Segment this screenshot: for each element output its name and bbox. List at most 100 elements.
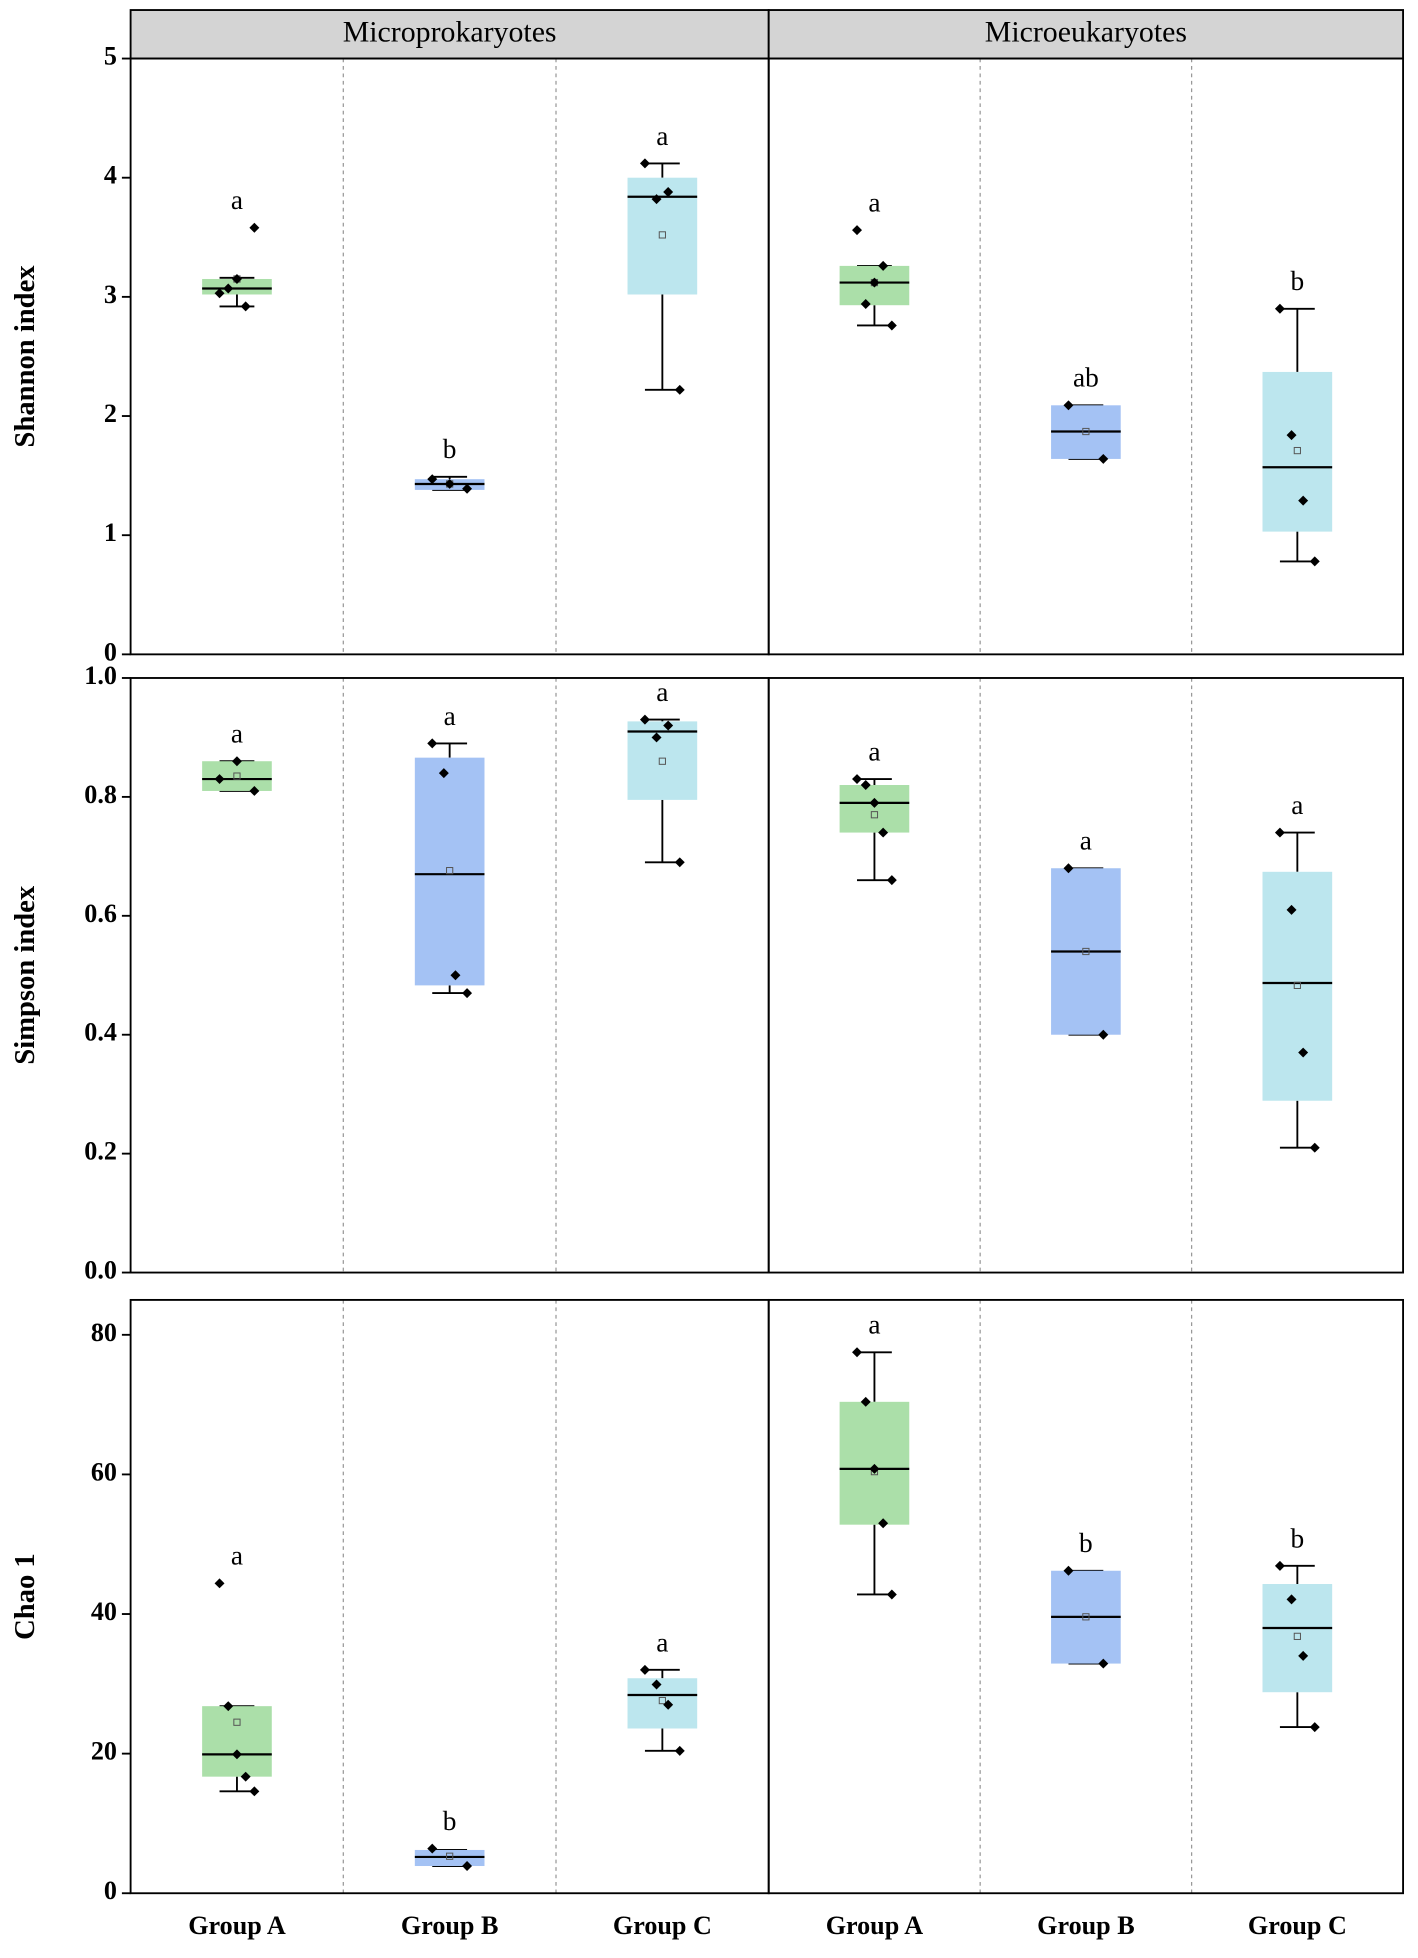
- significance-label: ab: [1073, 363, 1099, 393]
- data-point: [869, 277, 880, 288]
- data-point: [1098, 1029, 1109, 1040]
- y-axis-label: Simpson index: [10, 885, 41, 1064]
- data-point: [1309, 1722, 1320, 1733]
- data-point: [674, 1745, 685, 1756]
- panel-frame: [767, 57, 1405, 656]
- data-point: [214, 774, 225, 785]
- data-point: [852, 225, 862, 236]
- significance-label: b: [443, 434, 457, 464]
- data-point: [663, 1699, 674, 1710]
- mean: [1293, 446, 1301, 455]
- mean: [1082, 947, 1090, 956]
- data-point: [886, 320, 897, 331]
- significance-label: a: [868, 1310, 880, 1340]
- mean: [1082, 427, 1090, 436]
- y-tick-label: 4: [104, 161, 117, 190]
- data-point: [427, 1843, 438, 1854]
- y-tick-label: 0.8: [84, 780, 117, 809]
- significance-label: b: [1079, 1528, 1093, 1558]
- data-point: [852, 774, 862, 785]
- y-tick-label: 0.6: [84, 899, 117, 928]
- data-point: [869, 797, 880, 808]
- y-tick-label: 0.4: [84, 1018, 117, 1047]
- significance-label: b: [1291, 266, 1305, 296]
- data-point: [651, 732, 662, 743]
- significance-label: a: [656, 121, 668, 151]
- data-point: [1098, 453, 1109, 464]
- mean: [658, 231, 666, 239]
- y-tick-label: 0.2: [84, 1137, 117, 1166]
- data-point: [231, 1749, 242, 1760]
- data-point: [427, 738, 438, 749]
- data-point: [886, 1589, 897, 1600]
- mean: [1293, 1632, 1301, 1640]
- data-point: [860, 780, 871, 790]
- data-point: [1063, 863, 1074, 874]
- data-point: [1274, 1560, 1285, 1571]
- box: [202, 1706, 272, 1777]
- significance-label: a: [1080, 826, 1092, 856]
- data-point: [214, 288, 225, 299]
- y-tick-label: 0.0: [84, 1256, 117, 1285]
- significance-label: a: [231, 185, 243, 215]
- significance-label: b: [1291, 1523, 1305, 1553]
- y-tick-label: 40: [91, 1597, 117, 1626]
- mean: [1082, 1613, 1090, 1621]
- y-axis-label: Chao 1: [10, 1553, 41, 1640]
- data-point: [674, 384, 685, 395]
- data-point: [878, 1518, 889, 1529]
- mean: [658, 757, 666, 765]
- data-point: [651, 194, 662, 205]
- data-point: [249, 222, 260, 233]
- box: [1262, 871, 1333, 1101]
- mean: [1293, 981, 1301, 989]
- x-tick-label: Group A: [188, 1911, 286, 1940]
- data-point: [249, 785, 260, 796]
- y-tick-label: 1: [104, 518, 117, 547]
- significance-label: a: [231, 1541, 243, 1571]
- data-point: [1063, 400, 1074, 411]
- data-point: [249, 1786, 260, 1797]
- data-point: [886, 875, 897, 886]
- data-point: [438, 768, 449, 779]
- y-tick-label: 60: [91, 1457, 117, 1486]
- data-point: [1063, 1565, 1074, 1576]
- x-tick-label: Group B: [401, 1911, 498, 1940]
- data-point: [1298, 495, 1309, 506]
- data-point: [869, 1463, 880, 1474]
- x-tick-label: Group C: [613, 1911, 712, 1940]
- panel-frame: [129, 57, 770, 656]
- significance-label: a: [444, 701, 456, 731]
- significance-label: a: [868, 736, 880, 766]
- mean: [233, 1718, 241, 1726]
- data-point: [462, 483, 473, 494]
- y-tick-label: 5: [104, 42, 117, 71]
- panel-title: Microeukaryotes: [985, 16, 1187, 49]
- y-tick-label: 80: [91, 1318, 117, 1347]
- panel-frame: [767, 677, 1405, 1274]
- mean: [233, 772, 241, 780]
- significance-label: a: [656, 1627, 668, 1657]
- data-point: [674, 857, 685, 868]
- box: [839, 1401, 910, 1525]
- y-tick-label: 3: [104, 280, 117, 309]
- data-point: [639, 158, 650, 169]
- box: [627, 177, 698, 295]
- y-tick-label: 20: [91, 1737, 117, 1766]
- panel-header: [129, 9, 770, 60]
- data-point: [462, 988, 473, 999]
- x-tick-label: Group A: [826, 1911, 924, 1940]
- data-point: [223, 283, 234, 294]
- box: [1262, 1584, 1333, 1693]
- data-point: [1298, 1047, 1309, 1058]
- significance-label: a: [231, 719, 243, 749]
- data-point: [444, 478, 455, 489]
- data-point: [852, 1347, 862, 1358]
- data-point: [240, 301, 251, 312]
- significance-label: a: [656, 677, 668, 707]
- box: [839, 785, 910, 833]
- box: [1262, 371, 1333, 532]
- x-tick-label: Group B: [1037, 1911, 1134, 1940]
- panel-frame: [129, 1298, 770, 1895]
- data-point: [1298, 1650, 1309, 1661]
